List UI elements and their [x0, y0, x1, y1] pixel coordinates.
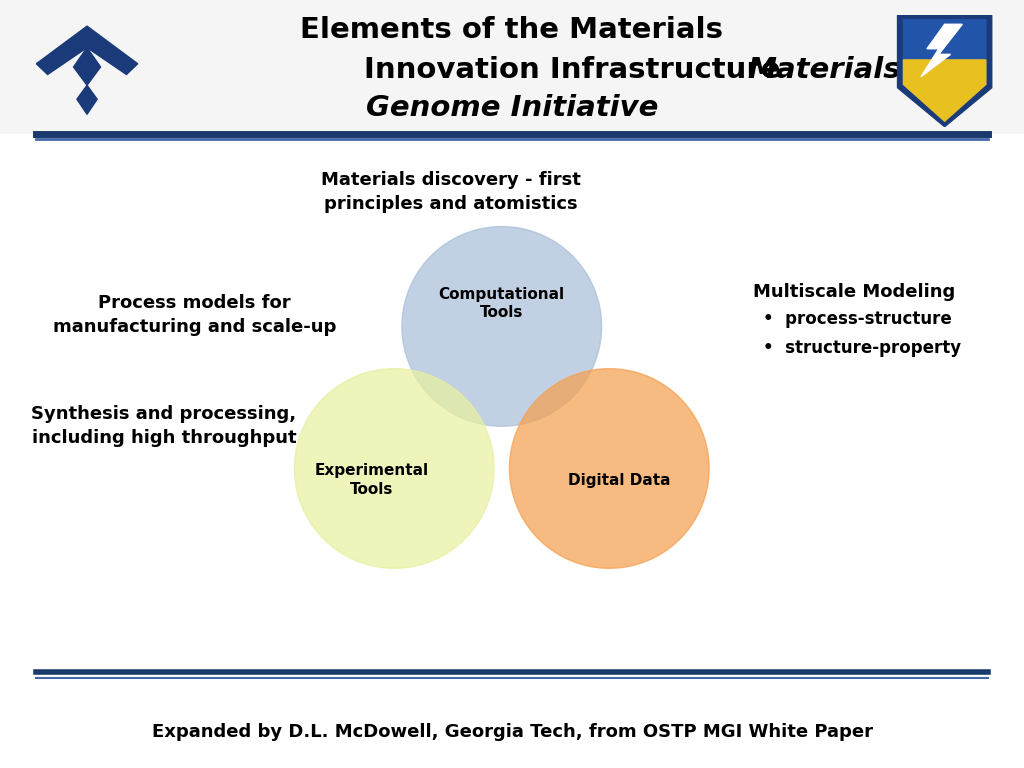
Text: Materials discovery - first
principles and atomistics: Materials discovery - first principles a…: [321, 171, 581, 213]
Polygon shape: [402, 227, 602, 426]
Text: Elements of the Materials: Elements of the Materials: [300, 15, 724, 44]
Polygon shape: [74, 48, 100, 85]
Text: Genome Initiative: Genome Initiative: [366, 94, 658, 121]
Bar: [0, 0, 1024, 134]
Polygon shape: [897, 15, 991, 127]
Text: Materials: Materials: [748, 56, 901, 84]
Text: Expanded by D.L. McDowell, Georgia Tech, from OSTP MGI White Paper: Expanded by D.L. McDowell, Georgia Tech,…: [152, 723, 872, 741]
Text: Computational
Tools: Computational Tools: [438, 286, 565, 320]
Text: Innovation Infrastructure: Innovation Infrastructure: [364, 56, 791, 84]
Polygon shape: [510, 369, 709, 568]
Polygon shape: [37, 26, 87, 74]
Text: Multiscale Modeling: Multiscale Modeling: [753, 283, 955, 301]
Polygon shape: [295, 369, 495, 568]
Polygon shape: [77, 85, 97, 114]
Text: Experimental
Tools: Experimental Tools: [314, 463, 429, 497]
Polygon shape: [922, 25, 963, 77]
Polygon shape: [903, 60, 986, 121]
Text: •  structure-property: • structure-property: [763, 339, 961, 357]
Text: •  process-structure: • process-structure: [763, 310, 951, 328]
Polygon shape: [903, 20, 986, 121]
Text: Digital Data: Digital Data: [568, 472, 671, 488]
Text: Process models for
manufacturing and scale-up: Process models for manufacturing and sca…: [53, 294, 336, 336]
Text: Synthesis and processing,
including high throughput: Synthesis and processing, including high…: [32, 406, 296, 447]
Polygon shape: [87, 26, 137, 74]
